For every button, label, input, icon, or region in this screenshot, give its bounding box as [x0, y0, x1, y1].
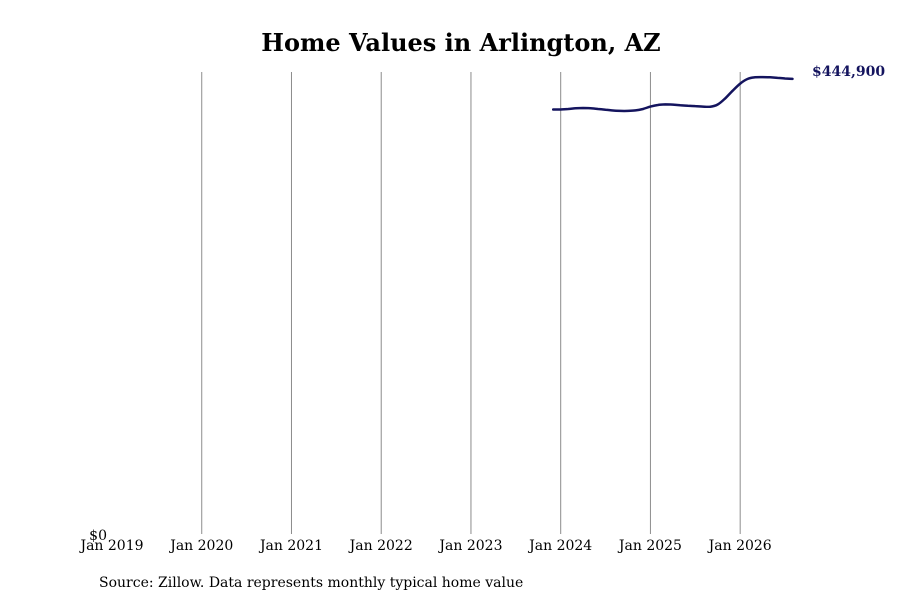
grid-lines: [201, 72, 741, 534]
last-value-label: $444,900: [812, 64, 885, 80]
y-tick-label-zero: $0: [89, 528, 107, 544]
x-tick-label: Jan 2021: [258, 538, 323, 554]
x-tick-label: Jan 2025: [617, 538, 682, 554]
series-lines: [551, 75, 794, 113]
x-tick-label: Jan 2024: [527, 538, 592, 554]
x-tick-label: Jan 2022: [348, 538, 413, 554]
source-note: Source: Zillow. Data represents monthly …: [99, 575, 523, 591]
x-tick-label: Jan 2026: [707, 538, 772, 554]
home-value-line: [551, 75, 794, 113]
chart-title: Home Values in Arlington, AZ: [261, 28, 660, 57]
x-tick-label: Jan 2020: [168, 538, 233, 554]
x-tick-label: Jan 2023: [437, 538, 502, 554]
x-axis-ticks: Jan 2019 Jan 2020 Jan 2021 Jan 2022 Jan 2023…: [78, 538, 771, 554]
x-tick-label: Jan 2019: [78, 538, 143, 554]
